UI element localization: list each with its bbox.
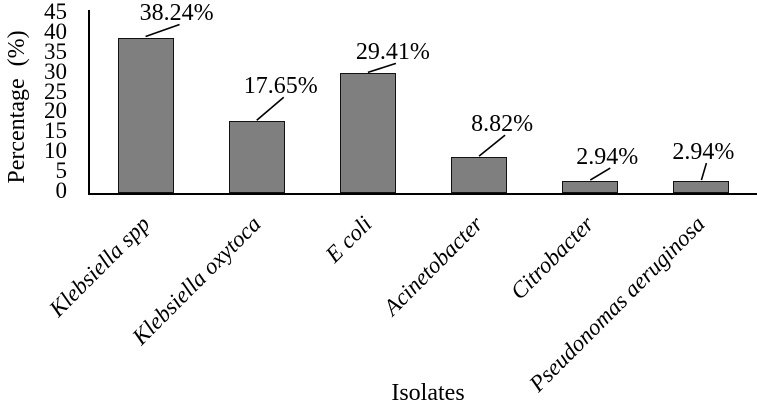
plot-area <box>88 10 757 195</box>
y-tick-label: 20 <box>44 98 67 124</box>
bar <box>228 121 285 193</box>
bar <box>673 181 730 193</box>
bar <box>117 37 174 193</box>
y-tick-label: 0 <box>55 178 68 203</box>
value-label: 8.82% <box>471 111 534 138</box>
y-tick-label: 40 <box>44 18 67 44</box>
y-tick-label: 30 <box>44 58 67 84</box>
x-axis-title: Isolates <box>391 380 465 406</box>
value-label: 29.41% <box>355 39 430 66</box>
value-label: 2.94% <box>672 139 735 166</box>
value-label: 17.65% <box>243 73 318 100</box>
y-tick-label: 15 <box>44 118 67 144</box>
y-tick-label: 35 <box>44 38 67 64</box>
value-label: 38.24% <box>139 0 214 27</box>
bar <box>562 181 619 193</box>
y-tick-label: 5 <box>55 158 68 184</box>
bar <box>451 157 508 193</box>
y-tick-label: 10 <box>44 138 67 164</box>
bar <box>339 73 396 193</box>
value-label: 2.94% <box>576 144 639 171</box>
y-tick-label: 45 <box>44 0 67 24</box>
y-tick-label: 25 <box>44 78 67 104</box>
